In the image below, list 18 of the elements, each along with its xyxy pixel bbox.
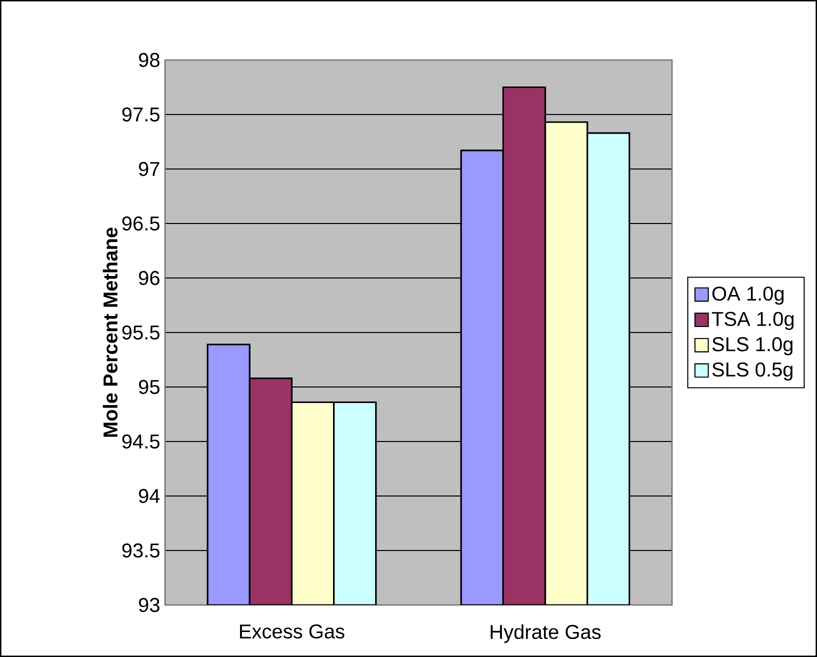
y-tick-label: 95 xyxy=(138,380,160,394)
y-tick-label: 96 xyxy=(138,270,160,286)
y-tick-label: 95.5 xyxy=(122,325,160,340)
y-tick-label: 96.5 xyxy=(122,216,160,231)
y-axis-title: Mole Percent Methane xyxy=(102,228,118,437)
y-tick-label: 97 xyxy=(138,162,160,176)
legend-label: SLS 1.0g xyxy=(712,337,792,356)
y-tick-label: 93.5 xyxy=(122,543,160,558)
legend-label: SLS 0.5g xyxy=(712,362,792,381)
y-tick-label: 93 xyxy=(138,598,160,612)
legend-label: TSA 1.0g xyxy=(712,312,794,330)
x-tick-label: Hydrate Gas xyxy=(490,624,601,644)
x-tick-label: Excess Gas xyxy=(240,624,344,639)
y-tick-label: 94.5 xyxy=(122,434,160,449)
y-tick-label: 97.5 xyxy=(122,107,160,122)
y-tick-label: 98 xyxy=(138,52,160,68)
legend-label: OA 1.0g xyxy=(712,286,784,305)
y-tick-label: 94 xyxy=(138,488,160,504)
